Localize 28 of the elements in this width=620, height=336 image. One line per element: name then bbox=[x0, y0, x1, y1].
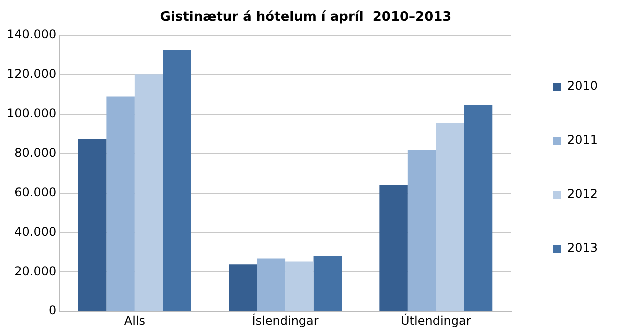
bar bbox=[257, 258, 286, 312]
y-tick-label: 120.000 bbox=[7, 67, 57, 82]
x-tick-label: Alls bbox=[124, 314, 146, 328]
y-tick-label: 60.000 bbox=[14, 185, 57, 200]
y-tick-label: 100.000 bbox=[7, 106, 57, 121]
y-tick-label: 0 bbox=[48, 304, 57, 318]
y-tick-label: 140.000 bbox=[7, 28, 57, 42]
legend-label: 2012 bbox=[567, 187, 598, 202]
legend-label: 2010 bbox=[567, 79, 598, 94]
y-tick-label: 40.000 bbox=[14, 224, 57, 239]
y-tick-label: 80.000 bbox=[14, 146, 57, 160]
legend-label: 2013 bbox=[567, 241, 598, 256]
x-tick-label: Íslendingar bbox=[252, 312, 319, 328]
bar bbox=[380, 185, 408, 312]
bar bbox=[78, 139, 107, 312]
bar bbox=[314, 256, 342, 312]
bar bbox=[436, 123, 464, 312]
y-tick-label: 20.000 bbox=[14, 264, 57, 278]
chart-title: Gistinætur á hótelum í apríl 2010–2013 bbox=[160, 10, 452, 26]
bar bbox=[464, 105, 493, 312]
bar bbox=[163, 50, 192, 312]
x-tick-label: Útlendingar bbox=[401, 312, 472, 328]
bar bbox=[134, 74, 164, 312]
bar bbox=[229, 264, 258, 312]
bar bbox=[106, 96, 135, 312]
legend-label: 2011 bbox=[567, 133, 598, 148]
bar bbox=[408, 150, 436, 312]
bar bbox=[286, 262, 314, 312]
